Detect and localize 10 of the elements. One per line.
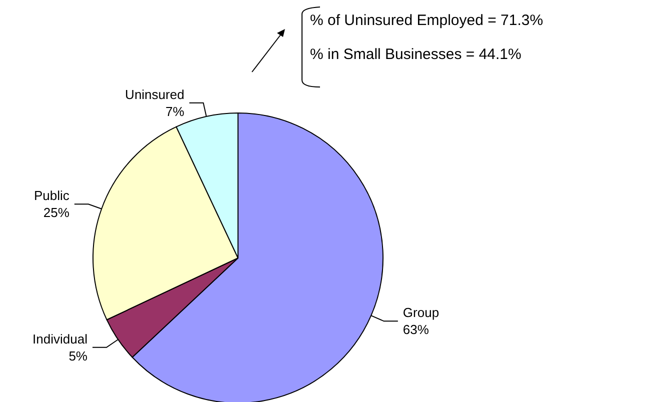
data-label: 63% (402, 322, 430, 338)
text: % in Small Businesses = 44.1% (310, 46, 522, 63)
data-label: 7% (166, 104, 185, 119)
slice-label: Uninsured (125, 86, 184, 102)
text: % of Uninsured Employed = 71.3% (310, 12, 544, 29)
slice-label: Group (402, 305, 440, 320)
slice-label: Individual (32, 331, 88, 346)
data-label: 25% (43, 205, 70, 220)
slice-label: Public (34, 188, 70, 204)
data-label: 5% (68, 348, 88, 364)
